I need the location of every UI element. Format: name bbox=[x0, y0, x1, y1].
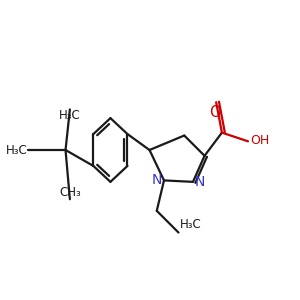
Text: N: N bbox=[151, 172, 162, 187]
Text: O: O bbox=[209, 105, 220, 120]
Text: H₃C: H₃C bbox=[180, 218, 202, 231]
Text: H₃C: H₃C bbox=[6, 143, 28, 157]
Text: CH₃: CH₃ bbox=[59, 186, 81, 199]
Text: H₃C: H₃C bbox=[59, 110, 81, 122]
Text: N: N bbox=[194, 175, 205, 189]
Text: OH: OH bbox=[250, 134, 270, 147]
